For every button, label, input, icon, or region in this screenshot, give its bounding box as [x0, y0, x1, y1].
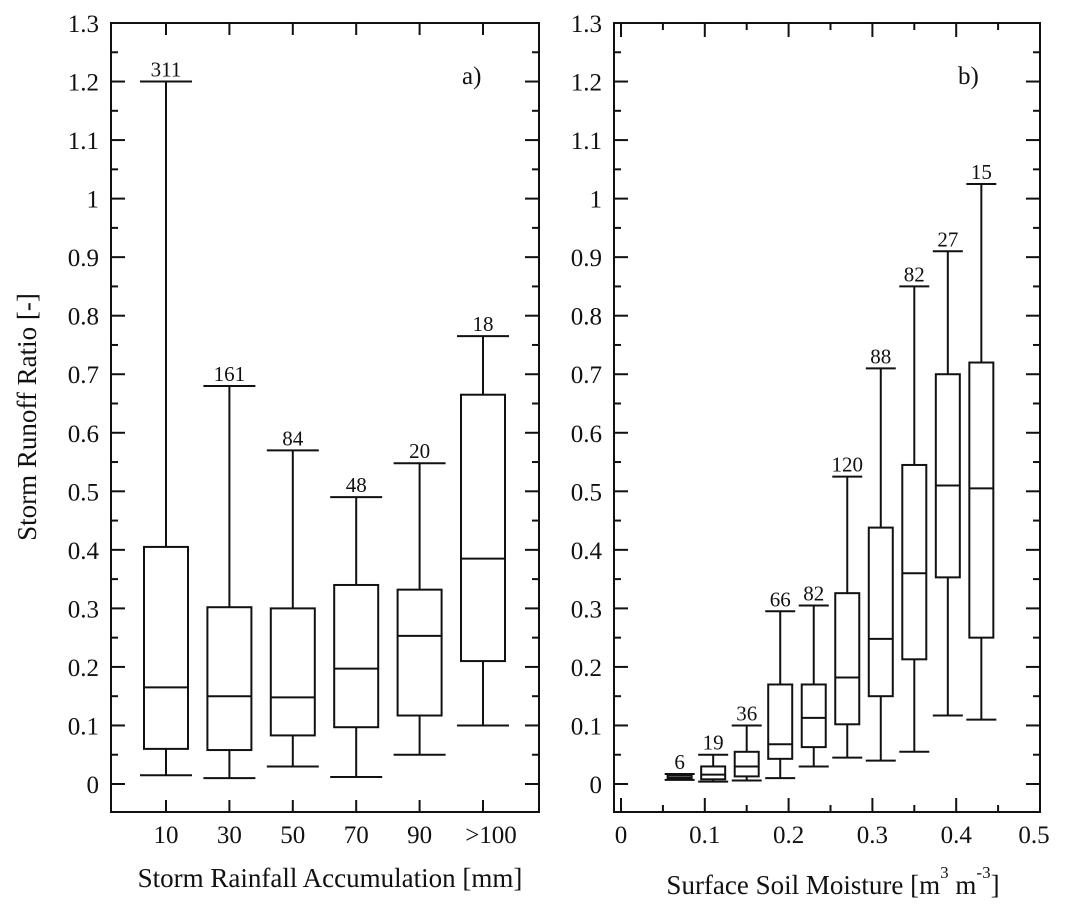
panel-a-x-tick-label: 10	[154, 822, 179, 849]
panel-a: 0 0.1 0.2 0.3 0.4 0.5 0.6 0.7 0.8 0.9 1 1.1 1.2 1.3 1…	[12, 11, 540, 893]
panel-a-y-tick-label: 0.8	[68, 304, 99, 331]
panel-a-y-tick-label: 0.6	[68, 421, 99, 448]
y-axis-title: Storm Runoff Ratio [-]	[12, 293, 42, 541]
panel-a-y-tick-label: 0.3	[68, 596, 99, 623]
panel-a-count-label: 18	[473, 312, 494, 336]
panel-a-y-tick-label: 0.7	[68, 362, 99, 389]
panel-b-y-tick-label: 0.4	[571, 538, 603, 565]
panel-b-box	[901, 463, 928, 661]
panel-b-count-label: 27	[937, 227, 958, 251]
panel-b-count-label: 82	[803, 581, 824, 605]
panel-a-label: a)	[462, 63, 481, 90]
panel-a-box	[143, 545, 189, 750]
panel-b-count-label: 66	[770, 587, 791, 611]
panel-b-box	[733, 750, 760, 778]
panel-a-box	[269, 607, 316, 737]
panel-a-y-tick-label: 0.4	[68, 538, 100, 565]
panel-a-y-tick-label: 0.1	[68, 713, 99, 740]
panel-b-box	[834, 592, 861, 726]
panel-b-y-tick-label: 0.8	[571, 304, 602, 331]
panel-b-x-tick-label: 0.5	[1018, 822, 1049, 849]
panel-b-x-axis-title: Surface Soil Moisture [m3 m-3]	[666, 863, 999, 900]
panel-b-box	[934, 373, 961, 579]
panel-a-boxes: 311 161 84 48 20 18	[140, 58, 509, 780]
panel-b-x-tick-label: 0	[615, 822, 628, 849]
panel-a-y-tick-label: 0.9	[68, 245, 99, 272]
panel-a-y-tick-label: 0.2	[68, 655, 99, 682]
panel-b-box	[767, 683, 794, 760]
panel-b-boxes: 6 19 36 66 82 120 88 82 27 15	[664, 160, 997, 783]
panel-b-y-tick-label: 1	[590, 187, 603, 214]
panel-b-y-ticks: 0 0.1 0.2 0.3 0.4 0.5 0.6 0.7 0.8 0.9 1 1.1 1.2 1.3	[571, 11, 1040, 799]
panel-a-x-tick-label: 30	[217, 822, 242, 849]
panel-b-box	[867, 526, 894, 698]
panel-a-box	[333, 583, 380, 729]
panel-b-count-label: 82	[904, 262, 925, 286]
panel-b-y-tick-label: 0.9	[571, 245, 602, 272]
panel-b-label: b)	[958, 63, 979, 90]
panel-b-y-tick-label: 0.7	[571, 362, 602, 389]
panel-a-count-label: 161	[214, 362, 246, 386]
panel-b-box	[700, 765, 727, 781]
panel-a-x-ticks: 10 30 50 70 90 >100	[154, 23, 517, 849]
panel-a-box	[206, 606, 253, 752]
panel-b: 0 0.1 0.2 0.3 0.4 0.5 0.6 0.7 0.8 0.9 1 1.1 1.2 1.3 0…	[571, 11, 1050, 900]
panel-a-x-tick-label: 90	[407, 822, 432, 849]
panel-a-count-label: 20	[409, 439, 430, 463]
panel-b-y-tick-label: 0.6	[571, 421, 602, 448]
panel-b-x-tick-label: 0.2	[773, 822, 804, 849]
panel-a-count-label: 48	[346, 473, 367, 497]
panel-a-x-tick-label: 70	[344, 822, 369, 849]
panel-a-x-axis-title: Storm Rainfall Accumulation [mm]	[138, 863, 523, 893]
panel-b-count-label: 36	[736, 701, 757, 725]
panel-b-y-tick-label: 0.5	[571, 479, 602, 506]
panel-a-y-tick-label: 0	[87, 772, 100, 799]
panel-b-count-label: 19	[703, 731, 724, 755]
panel-a-count-label: 84	[282, 426, 304, 450]
panel-a-y-tick-label: 1.3	[68, 11, 99, 38]
panel-a-y-tick-label: 1	[87, 187, 100, 214]
panel-b-y-tick-label: 1.3	[571, 11, 602, 38]
panel-b-box	[800, 683, 827, 749]
panel-b-y-tick-label: 0.3	[571, 596, 602, 623]
panel-a-x-tick-label: >100	[465, 822, 517, 849]
panel-b-x-tick-label: 0.3	[857, 822, 888, 849]
panel-b-y-tick-label: 0	[590, 772, 603, 799]
panel-b-frame	[613, 22, 1041, 813]
panel-a-y-tick-label: 1.1	[68, 128, 99, 155]
panel-b-count-label: 120	[832, 453, 864, 477]
panel-b-box	[968, 361, 995, 639]
panel-a-frame	[110, 22, 540, 813]
panel-a-x-tick-label: 50	[280, 822, 305, 849]
panel-b-count-label: 15	[971, 160, 992, 184]
panel-b-y-tick-label: 1.2	[571, 70, 602, 97]
panel-b-count-label: 6	[674, 750, 685, 774]
panel-b-y-tick-label: 0.2	[571, 655, 602, 682]
panel-b-x-tick-label: 0.1	[689, 822, 720, 849]
panel-a-y-tick-label: 1.2	[68, 70, 99, 97]
panel-b-x-ticks: 0 0.1 0.2 0.3 0.4 0.5	[615, 23, 1050, 849]
panel-a-count-label: 311	[151, 58, 182, 82]
panel-b-x-tick-label: 0.4	[941, 822, 973, 849]
panel-a-box	[396, 588, 443, 717]
panel-a-box	[460, 393, 506, 663]
panel-b-count-label: 88	[870, 344, 891, 368]
panel-b-y-tick-label: 1.1	[571, 128, 602, 155]
panel-a-y-ticks: 0 0.1 0.2 0.3 0.4 0.5 0.6 0.7 0.8 0.9 1 1.1 1.2 1.3	[68, 11, 539, 799]
panel-b-y-tick-label: 0.1	[571, 713, 602, 740]
panel-a-y-tick-label: 0.5	[68, 479, 99, 506]
